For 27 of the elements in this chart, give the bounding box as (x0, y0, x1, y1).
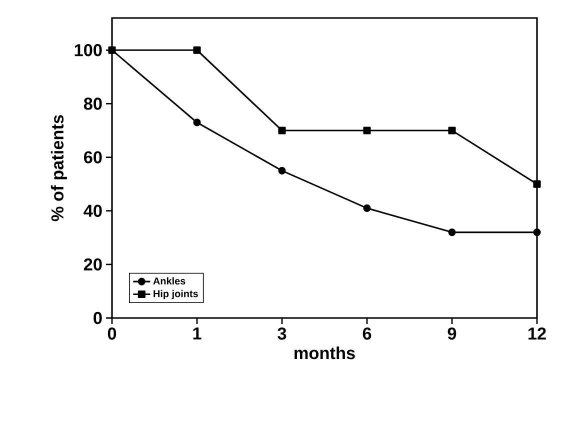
point (448, 228, 456, 236)
y-tick-label: 100 (74, 44, 102, 56)
point (448, 126, 456, 134)
point (278, 166, 286, 174)
point (193, 118, 201, 126)
y-tick-label: 20 (84, 258, 102, 271)
y-tick-label: 60 (84, 151, 102, 164)
x-tick-label: 12 (528, 328, 546, 340)
point (108, 46, 116, 54)
point (363, 204, 371, 212)
point (363, 126, 371, 134)
x-tick-label: 6 (362, 328, 372, 340)
point (533, 228, 541, 236)
x-tick-label: 0 (108, 328, 116, 340)
y-tick-label: 80 (84, 98, 102, 110)
x-tick-label: 3 (278, 328, 286, 340)
legend-label: Ankles (153, 277, 186, 285)
y-axis-title: % of patients (50, 115, 67, 222)
point (193, 46, 201, 54)
x-tick-label: 9 (448, 328, 456, 340)
x-tick-label: 1 (193, 327, 202, 340)
point (533, 180, 541, 188)
y-tick-label: 0 (94, 312, 102, 324)
x-axis-title: months (294, 346, 355, 360)
point (278, 126, 286, 134)
y-tick-label: 40 (84, 204, 102, 217)
legend-label: Hip joints (154, 290, 198, 300)
